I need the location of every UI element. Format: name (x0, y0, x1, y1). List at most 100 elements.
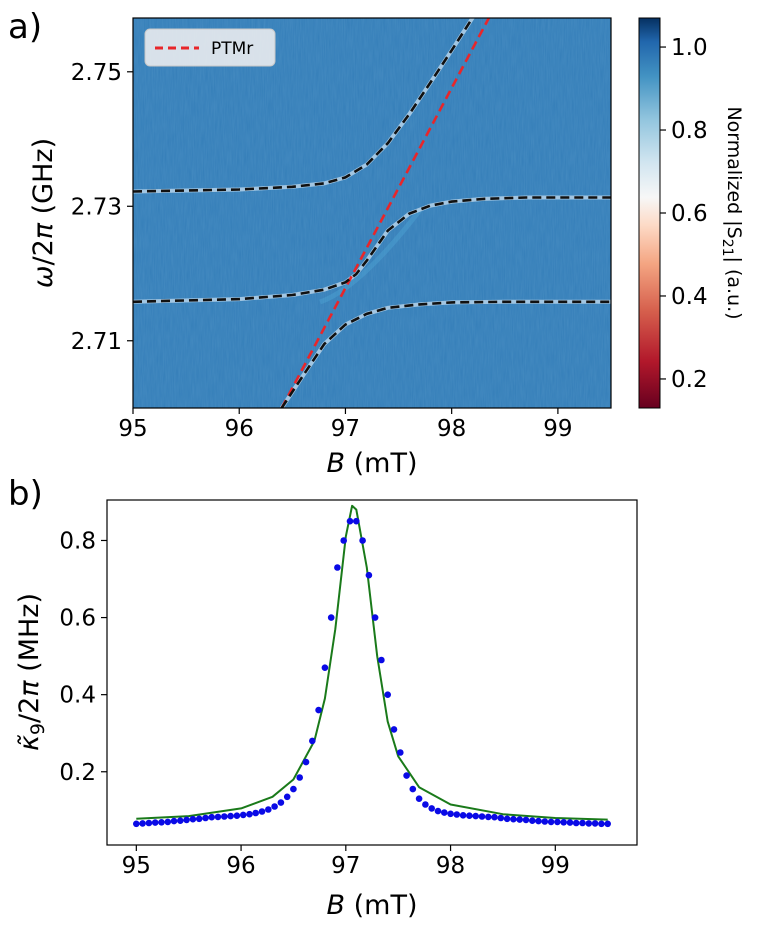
data-point (283, 793, 291, 801)
data-point (189, 815, 197, 823)
heatmap-noise-texture (133, 18, 611, 408)
heatmap-xtick-label: 95 (118, 416, 147, 442)
panel-a-label: a) (8, 7, 42, 47)
data-point (409, 785, 417, 793)
heatmap-xtick-label: 99 (543, 416, 572, 442)
data-point (591, 820, 599, 827)
data-point (403, 772, 410, 779)
data-point (221, 813, 228, 820)
data-point (139, 820, 146, 827)
data-point (579, 819, 586, 827)
data-point (598, 820, 605, 828)
data-point (239, 811, 247, 819)
data-point (378, 656, 385, 664)
data-point (227, 812, 234, 820)
scatter-ytick-label: 0.8 (59, 528, 96, 554)
colorbar-gradient (638, 17, 661, 409)
data-point (208, 813, 215, 821)
data-point (158, 819, 165, 826)
data-point (478, 813, 486, 820)
data-point (459, 812, 467, 819)
data-point (309, 737, 316, 745)
heatmap-xlabel: B (mT) (327, 448, 418, 479)
polariton-branch-line-1 (133, 18, 474, 193)
data-point (604, 820, 611, 828)
data-point (327, 614, 335, 621)
data-point (252, 809, 259, 817)
scatter-xtick-label: 99 (541, 853, 570, 879)
heatmap-ylabel: ω/2π (GHz) (28, 138, 59, 288)
data-point (133, 820, 140, 828)
data-point (195, 815, 203, 823)
scatter-ytick-label: 0.6 (59, 606, 96, 632)
data-point (497, 814, 505, 822)
panel-b-label: b) (8, 474, 43, 514)
data-point (441, 809, 448, 816)
data-point (397, 749, 404, 756)
data-point (302, 758, 310, 766)
data-point (529, 817, 536, 824)
data-point (541, 818, 549, 825)
heatmap-xtick-label: 97 (331, 416, 360, 442)
data-point (554, 818, 561, 826)
scatter-ylabel: κ̃9/2π (MHz) (14, 593, 49, 751)
data-point (472, 812, 480, 820)
scatter-xlabel: B (mT) (327, 890, 418, 921)
data-point (384, 691, 392, 698)
scatter-ytick-label: 0.2 (59, 760, 96, 786)
polariton-branch-line-3 (280, 300, 611, 408)
data-point (214, 813, 222, 821)
data-point (522, 816, 530, 824)
ptmr-line (280, 18, 491, 408)
data-point (296, 774, 304, 781)
heatmap-ytick-label: 2.75 (71, 60, 122, 86)
data-point (415, 795, 423, 802)
data-point (353, 517, 360, 525)
heatmap-xtick-label: 98 (437, 416, 466, 442)
data-point (466, 812, 473, 819)
data-point (315, 706, 322, 714)
data-point (453, 811, 461, 818)
data-point (359, 537, 366, 544)
data-point (340, 537, 348, 544)
data-point (321, 664, 329, 671)
data-point (334, 564, 341, 571)
fit-line (136, 504, 608, 821)
legend: PTMr (144, 28, 276, 67)
colorbar-tick-label: 1.0 (671, 35, 708, 61)
scatter-ytick-label: 0.4 (59, 683, 96, 709)
polariton-branch-line-2 (133, 196, 611, 304)
colorbar-label: Normalized |S21| (a.u.) (719, 106, 745, 319)
data-point (271, 803, 278, 810)
colorbar-tick-label: 0.8 (671, 118, 708, 144)
heatmap-ytick-label: 2.73 (71, 194, 122, 220)
data-point (428, 805, 436, 812)
data-point (265, 806, 272, 813)
data-point (447, 810, 454, 818)
scatter-xtick-label: 97 (331, 853, 360, 879)
data-point (233, 812, 241, 819)
data-point (566, 819, 574, 826)
colorbar-tick-label: 0.6 (671, 201, 708, 227)
data-point (547, 818, 555, 826)
scatter-plot: 95 96 97 98 99 0.2 0.4 0.6 0.8 B (mT) κ̃9/2π (MH… (14, 499, 638, 921)
data-point (422, 801, 429, 808)
data-point (202, 814, 209, 822)
heatmap-frame (132, 17, 612, 409)
data-point (277, 799, 285, 806)
data-point (170, 817, 178, 825)
data-point (246, 810, 253, 818)
scatter-xtick-label: 96 (226, 853, 255, 879)
data-point (503, 815, 511, 823)
data-point (491, 813, 498, 821)
data-point (290, 785, 297, 793)
data-point (371, 614, 379, 621)
data-point (258, 808, 266, 815)
data-point (560, 819, 567, 826)
data-point (516, 816, 523, 823)
legend-box (144, 28, 276, 67)
data-point (390, 726, 398, 733)
colorbar: 0.2 0.4 0.6 0.8 1.0 Normalized |S21| (a.u.) (638, 17, 745, 409)
colorbar-tick-label: 0.4 (671, 284, 708, 310)
